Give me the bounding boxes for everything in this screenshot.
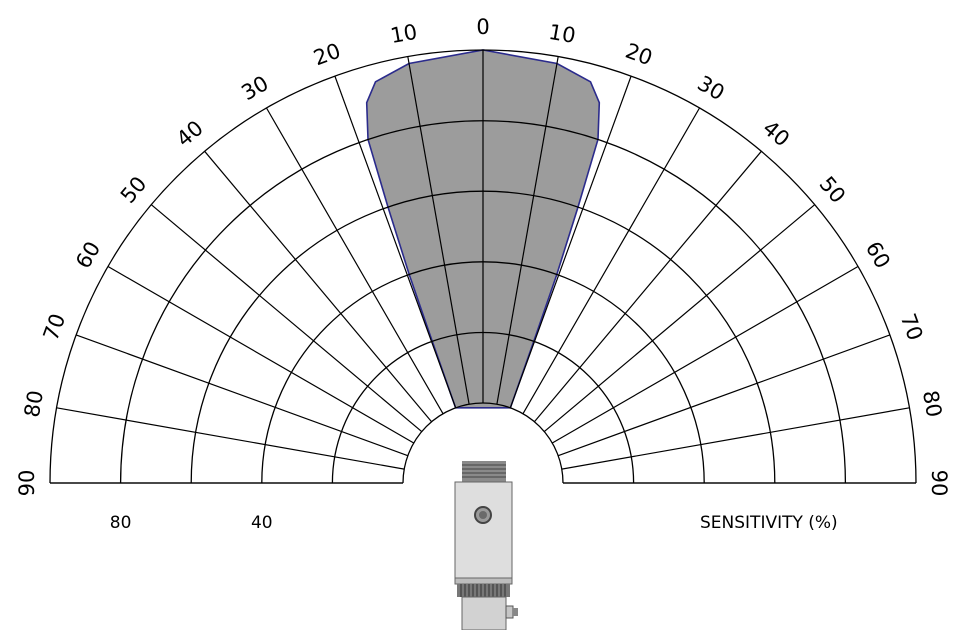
grid-spoke — [334, 75, 457, 409]
angle-tick-label: 20 — [622, 39, 655, 71]
grid-spoke — [150, 204, 423, 433]
angle-tick-label: 40 — [172, 116, 208, 152]
angle-tick-label: 90 — [15, 470, 39, 497]
angle-tick-label: 90 — [927, 470, 951, 497]
angle-tick-label: 10 — [547, 20, 577, 48]
angle-tick-label: 60 — [861, 237, 895, 272]
grid-spoke — [561, 407, 910, 470]
angle-tick-label: 40 — [758, 116, 794, 152]
angle-tick-label: 30 — [237, 71, 272, 105]
angle-tick-label: 10 — [389, 20, 419, 48]
grid-spoke — [204, 150, 433, 423]
angle-tick-label: 60 — [71, 237, 105, 272]
radial-tick-label: 40 — [251, 513, 273, 533]
radial-tick-label: 80 — [110, 513, 132, 533]
grid-spoke — [533, 150, 762, 423]
polar-grid — [49, 49, 917, 484]
radial-tick-labels: 80 40 — [110, 513, 273, 533]
ultrasonic-sensor-icon — [454, 461, 518, 630]
grid-spoke — [551, 265, 859, 444]
angle-tick-label: 70 — [896, 310, 928, 343]
grid-spoke — [509, 75, 632, 409]
grid-spoke — [522, 107, 701, 415]
grid-spoke — [265, 107, 444, 415]
angle-tick-label: 80 — [20, 389, 48, 419]
grid-spoke — [75, 334, 409, 457]
grid-spoke — [107, 265, 415, 444]
angle-tick-label: 70 — [39, 310, 71, 343]
angle-tick-label: 80 — [918, 389, 946, 419]
angle-tick-label: 50 — [116, 172, 152, 208]
angle-tick-label: 0 — [476, 15, 489, 39]
grid-spoke — [56, 407, 405, 470]
grid-spoke — [543, 204, 816, 433]
grid-spoke — [496, 56, 559, 405]
grid-spoke — [407, 56, 470, 405]
angle-tick-label: 30 — [693, 71, 728, 105]
radial-axis-label: SENSITIVITY (%) — [700, 513, 838, 533]
grid-spoke — [557, 334, 891, 457]
angle-tick-label: 20 — [310, 39, 343, 71]
angle-tick-label: 50 — [815, 172, 851, 208]
